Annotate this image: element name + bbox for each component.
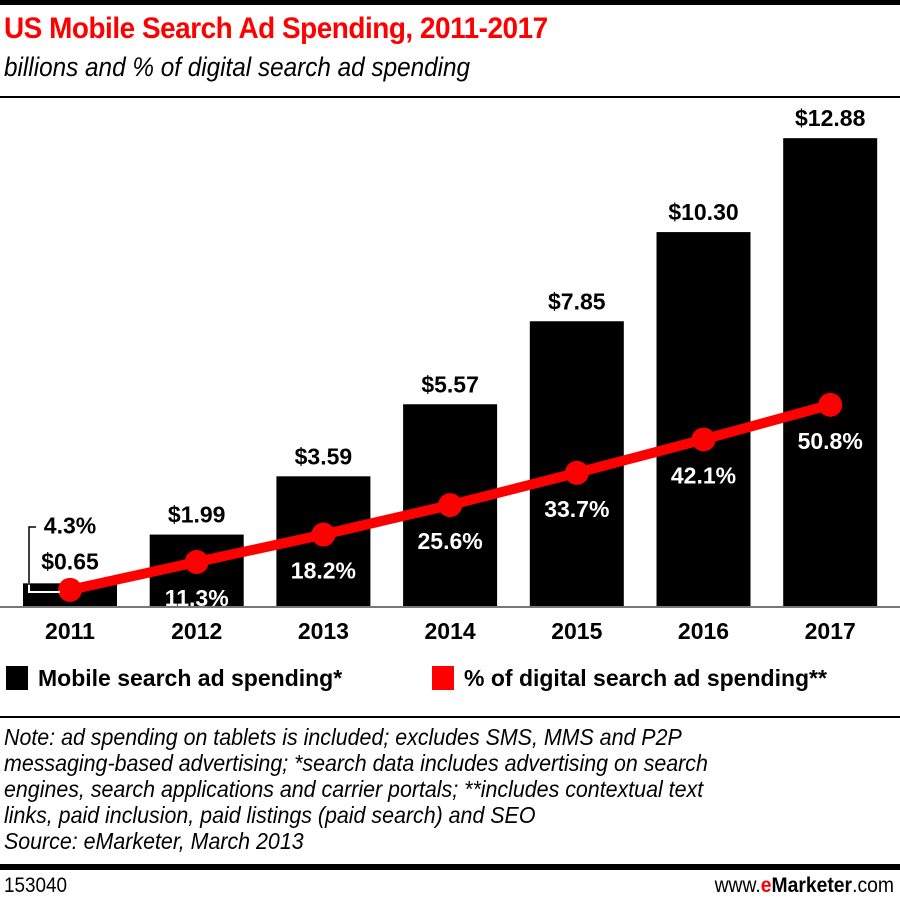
line-value-label-2011: 4.3% <box>44 512 96 538</box>
url-suffix: .com <box>852 874 894 897</box>
bar-value-label-2013: $3.59 <box>295 443 353 469</box>
x-tick-label-2017: 2017 <box>805 618 856 644</box>
url-prefix: www. <box>714 874 761 897</box>
line-value-label-2016: 42.1% <box>671 462 736 488</box>
line-point-2015 <box>564 460 589 485</box>
bar-value-label-2011: $0.65 <box>41 548 99 574</box>
line-point-2016 <box>691 427 716 452</box>
x-tick-label-2016: 2016 <box>678 618 729 644</box>
x-tick-label-2015: 2015 <box>551 618 602 644</box>
legend-label-percent: % of digital search ad spending** <box>464 664 827 691</box>
line-value-label-2012: 11.3% <box>165 585 229 611</box>
footnote-line: links, paid inclusion, paid listings (pa… <box>4 802 536 828</box>
line-point-2017 <box>818 392 843 417</box>
url-e-logo: e <box>760 874 772 897</box>
bar-2017 <box>783 138 878 607</box>
bar-2016 <box>656 232 751 607</box>
line-point-2013 <box>311 522 336 547</box>
legend-label-spending: Mobile search ad spending* <box>38 664 343 691</box>
line-value-label-2015: 33.7% <box>544 496 609 522</box>
line-point-2014 <box>438 493 463 518</box>
legend-item-spending: Mobile search ad spending* <box>6 663 342 693</box>
callout-bracket-outer <box>28 526 36 585</box>
chart-title: US Mobile Search Ad Spending, 2011-2017 <box>4 12 548 45</box>
bar-value-label-2014: $5.57 <box>421 371 479 397</box>
footnote-line: engines, search applications and carrier… <box>4 776 704 802</box>
chart-canvas: 2011 2012 2013 2014 2015 2016 2017 $0.65 4.3% $1.… <box>0 105 900 644</box>
line-value-label-2017: 50.8% <box>798 428 863 454</box>
footnote-line: Note: ad spending on tablets is included… <box>4 724 682 750</box>
bar-value-label-2017: $12.88 <box>795 105 866 131</box>
legend-swatch-black <box>6 666 28 690</box>
chart-subtitle: billions and % of digital search ad spen… <box>4 52 471 82</box>
x-tick-label-2012: 2012 <box>171 618 222 644</box>
url-brand: Marketer <box>771 874 853 897</box>
footer-rule <box>0 864 900 870</box>
header-rule <box>0 96 900 98</box>
top-rule <box>0 0 900 5</box>
source-line: Source: eMarketer, March 2013 <box>4 828 304 854</box>
footnote: Note: ad spending on tablets is included… <box>4 724 896 854</box>
x-tick-label-2013: 2013 <box>298 618 349 644</box>
bar-value-label-2016: $10.30 <box>668 199 738 225</box>
x-tick-label-2011: 2011 <box>45 618 95 644</box>
legend-swatch-red <box>432 666 454 690</box>
footnote-line: messaging-based advertising; *search dat… <box>4 750 708 776</box>
line-value-label-2014: 25.6% <box>417 528 482 554</box>
emarketer-url[interactable]: www.eMarketer.com <box>715 874 894 898</box>
bar-value-label-2015: $7.85 <box>548 288 606 314</box>
line-point-2012 <box>184 550 209 575</box>
bar-value-label-2012: $1.99 <box>168 502 226 528</box>
line-layer <box>58 392 843 602</box>
line-point-2011 <box>58 577 82 602</box>
line-value-label-2013: 18.2% <box>291 558 356 584</box>
x-tick-label-2014: 2014 <box>425 618 476 644</box>
note-rule <box>0 716 900 718</box>
legend-item-percent: % of digital search ad spending** <box>432 663 827 693</box>
chart-id: 153040 <box>4 874 68 897</box>
labels-layer: 2011 2012 2013 2014 2015 2016 2017 $0.65 4.3% $1.… <box>28 105 866 644</box>
